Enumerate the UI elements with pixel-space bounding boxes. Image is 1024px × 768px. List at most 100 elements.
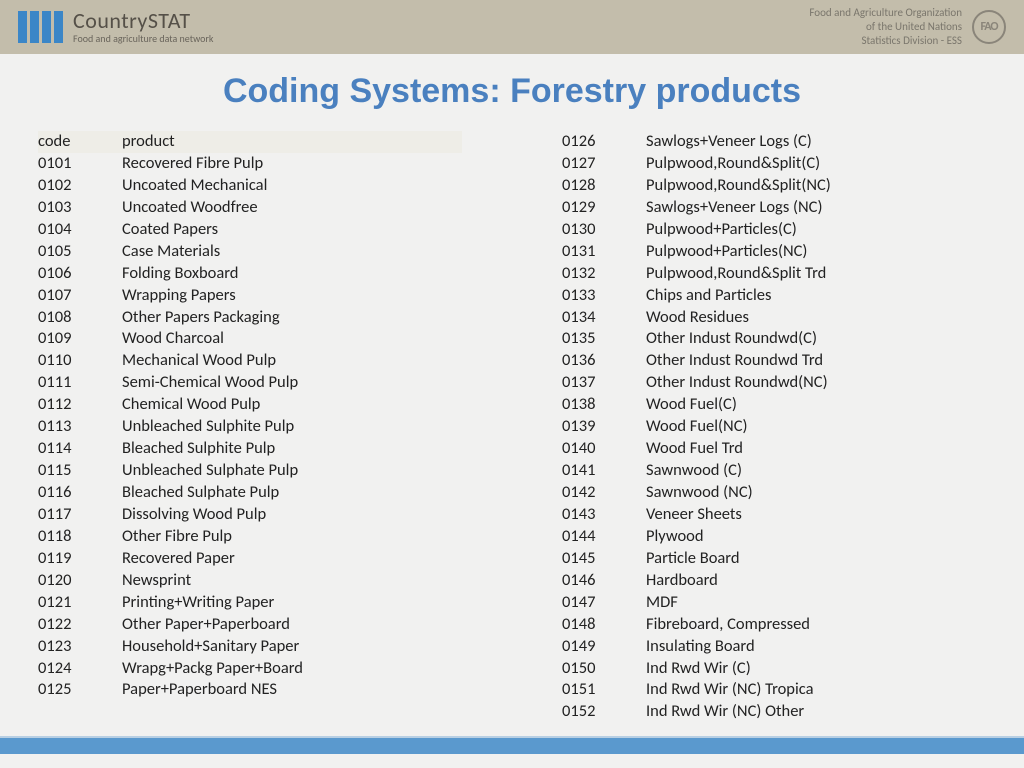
product-cell: Wood Charcoal bbox=[122, 328, 462, 350]
code-cell: 0110 bbox=[38, 350, 122, 372]
code-cell: 0130 bbox=[562, 219, 646, 241]
table-row: 0138Wood Fuel(C) bbox=[562, 394, 986, 416]
product-cell: Ind Rwd Wir (C) bbox=[646, 658, 986, 680]
code-cell: 0133 bbox=[562, 285, 646, 307]
code-cell: 0128 bbox=[562, 175, 646, 197]
product-cell: Pulpwood,Round&Split(NC) bbox=[646, 175, 986, 197]
product-cell: Recovered Paper bbox=[122, 548, 462, 570]
code-cell: 0108 bbox=[38, 307, 122, 329]
product-cell: Other Indust Roundwd Trd bbox=[646, 350, 986, 372]
code-cell: 0150 bbox=[562, 658, 646, 680]
product-cell: Case Materials bbox=[122, 241, 462, 263]
table-row: 0109Wood Charcoal bbox=[38, 328, 462, 350]
product-cell: Bleached Sulphate Pulp bbox=[122, 482, 462, 504]
product-cell: Ind Rwd Wir (NC) Other bbox=[646, 701, 986, 723]
code-cell: 0115 bbox=[38, 460, 122, 482]
table-row: 0150Ind Rwd Wir (C) bbox=[562, 658, 986, 680]
product-cell: Other Indust Roundwd(C) bbox=[646, 328, 986, 350]
product-cell: Sawlogs+Veneer Logs (NC) bbox=[646, 197, 986, 219]
table-row: 0119Recovered Paper bbox=[38, 548, 462, 570]
product-cell: Bleached Sulphite Pulp bbox=[122, 438, 462, 460]
table-row: 0137Other Indust Roundwd(NC) bbox=[562, 372, 986, 394]
product-cell: Ind Rwd Wir (NC) Tropica bbox=[646, 679, 986, 701]
code-cell: 0137 bbox=[562, 372, 646, 394]
product-cell: Sawnwood (NC) bbox=[646, 482, 986, 504]
product-cell: Semi-Chemical Wood Pulp bbox=[122, 372, 462, 394]
product-cell: Coated Papers bbox=[122, 219, 462, 241]
product-cell: Plywood bbox=[646, 526, 986, 548]
logo-subtitle: Food and agriculture data network bbox=[73, 34, 213, 44]
code-cell: 0135 bbox=[562, 328, 646, 350]
product-cell: Wood Residues bbox=[646, 307, 986, 329]
code-cell: 0118 bbox=[38, 526, 122, 548]
table-row: 0106Folding Boxboard bbox=[38, 263, 462, 285]
code-cell: 0117 bbox=[38, 504, 122, 526]
table-row: 0146Hardboard bbox=[562, 570, 986, 592]
footer-bar bbox=[0, 736, 1024, 754]
code-cell: 0136 bbox=[562, 350, 646, 372]
table-row: 0131Pulpwood+Particles(NC) bbox=[562, 241, 986, 263]
code-cell: 0149 bbox=[562, 636, 646, 658]
product-cell: Wood Fuel(NC) bbox=[646, 416, 986, 438]
code-cell: 0105 bbox=[38, 241, 122, 263]
right-column: 0126Sawlogs+Veneer Logs (C)0127Pulpwood,… bbox=[562, 131, 986, 723]
code-cell: 0147 bbox=[562, 592, 646, 614]
table-row: 0128Pulpwood,Round&Split(NC) bbox=[562, 175, 986, 197]
code-cell: 0134 bbox=[562, 307, 646, 329]
table-row: 0114Bleached Sulphite Pulp bbox=[38, 438, 462, 460]
table-row: 0103Uncoated Woodfree bbox=[38, 197, 462, 219]
code-cell: 0144 bbox=[562, 526, 646, 548]
code-cell: 0119 bbox=[38, 548, 122, 570]
code-cell: 0107 bbox=[38, 285, 122, 307]
product-cell: Chips and Particles bbox=[646, 285, 986, 307]
product-cell: Insulating Board bbox=[646, 636, 986, 658]
code-cell: 0141 bbox=[562, 460, 646, 482]
product-cell: Recovered Fibre Pulp bbox=[122, 153, 462, 175]
product-cell: Pulpwood+Particles(C) bbox=[646, 219, 986, 241]
code-cell: 0143 bbox=[562, 504, 646, 526]
product-cell: Dissolving Wood Pulp bbox=[122, 504, 462, 526]
product-cell: Other Fibre Pulp bbox=[122, 526, 462, 548]
page-title: Coding Systems: Forestry products bbox=[0, 72, 1024, 111]
product-cell: Veneer Sheets bbox=[646, 504, 986, 526]
product-cell: Wood Fuel Trd bbox=[646, 438, 986, 460]
table-row: 0135Other Indust Roundwd(C) bbox=[562, 328, 986, 350]
table-row: 0147MDF bbox=[562, 592, 986, 614]
code-cell: 0126 bbox=[562, 131, 646, 153]
fao-line-2: of the United Nations bbox=[809, 20, 962, 34]
table-row: 0142Sawnwood (NC) bbox=[562, 482, 986, 504]
header-bar: CountrySTAT Food and agriculture data ne… bbox=[0, 0, 1024, 54]
fao-line-1: Food and Agriculture Organization bbox=[809, 6, 962, 20]
table-row: 0102Uncoated Mechanical bbox=[38, 175, 462, 197]
product-cell: Folding Boxboard bbox=[122, 263, 462, 285]
table-row: 0123Household+Sanitary Paper bbox=[38, 636, 462, 658]
code-cell: 0142 bbox=[562, 482, 646, 504]
table-row: 0149Insulating Board bbox=[562, 636, 986, 658]
product-cell: Uncoated Woodfree bbox=[122, 197, 462, 219]
table-row: 0140Wood Fuel Trd bbox=[562, 438, 986, 460]
table-row: 0129Sawlogs+Veneer Logs (NC) bbox=[562, 197, 986, 219]
product-cell: Unbleached Sulphate Pulp bbox=[122, 460, 462, 482]
table-header-row: code product bbox=[38, 131, 462, 153]
code-cell: 0127 bbox=[562, 153, 646, 175]
product-cell: Pulpwood+Particles(NC) bbox=[646, 241, 986, 263]
code-cell: 0146 bbox=[562, 570, 646, 592]
product-cell: Chemical Wood Pulp bbox=[122, 394, 462, 416]
table-row: 0151Ind Rwd Wir (NC) Tropica bbox=[562, 679, 986, 701]
table-row: 0134Wood Residues bbox=[562, 307, 986, 329]
product-cell: Wood Fuel(C) bbox=[646, 394, 986, 416]
table-row: 0111Semi-Chemical Wood Pulp bbox=[38, 372, 462, 394]
fao-line-3: Statistics Division - ESS bbox=[809, 34, 962, 48]
table-row: 0132Pulpwood,Round&Split Trd bbox=[562, 263, 986, 285]
code-cell: 0129 bbox=[562, 197, 646, 219]
table-row: 0122Other Paper+Paperboard bbox=[38, 614, 462, 636]
logo-text-block: CountrySTAT Food and agriculture data ne… bbox=[73, 10, 213, 44]
product-cell: Sawnwood (C) bbox=[646, 460, 986, 482]
code-cell: 0102 bbox=[38, 175, 122, 197]
logo-right: Food and Agriculture Organization of the… bbox=[809, 6, 1006, 49]
table-row: 0117Dissolving Wood Pulp bbox=[38, 504, 462, 526]
code-cell: 0140 bbox=[562, 438, 646, 460]
product-cell: Other Indust Roundwd(NC) bbox=[646, 372, 986, 394]
product-cell: Newsprint bbox=[122, 570, 462, 592]
table-row: 0110Mechanical Wood Pulp bbox=[38, 350, 462, 372]
